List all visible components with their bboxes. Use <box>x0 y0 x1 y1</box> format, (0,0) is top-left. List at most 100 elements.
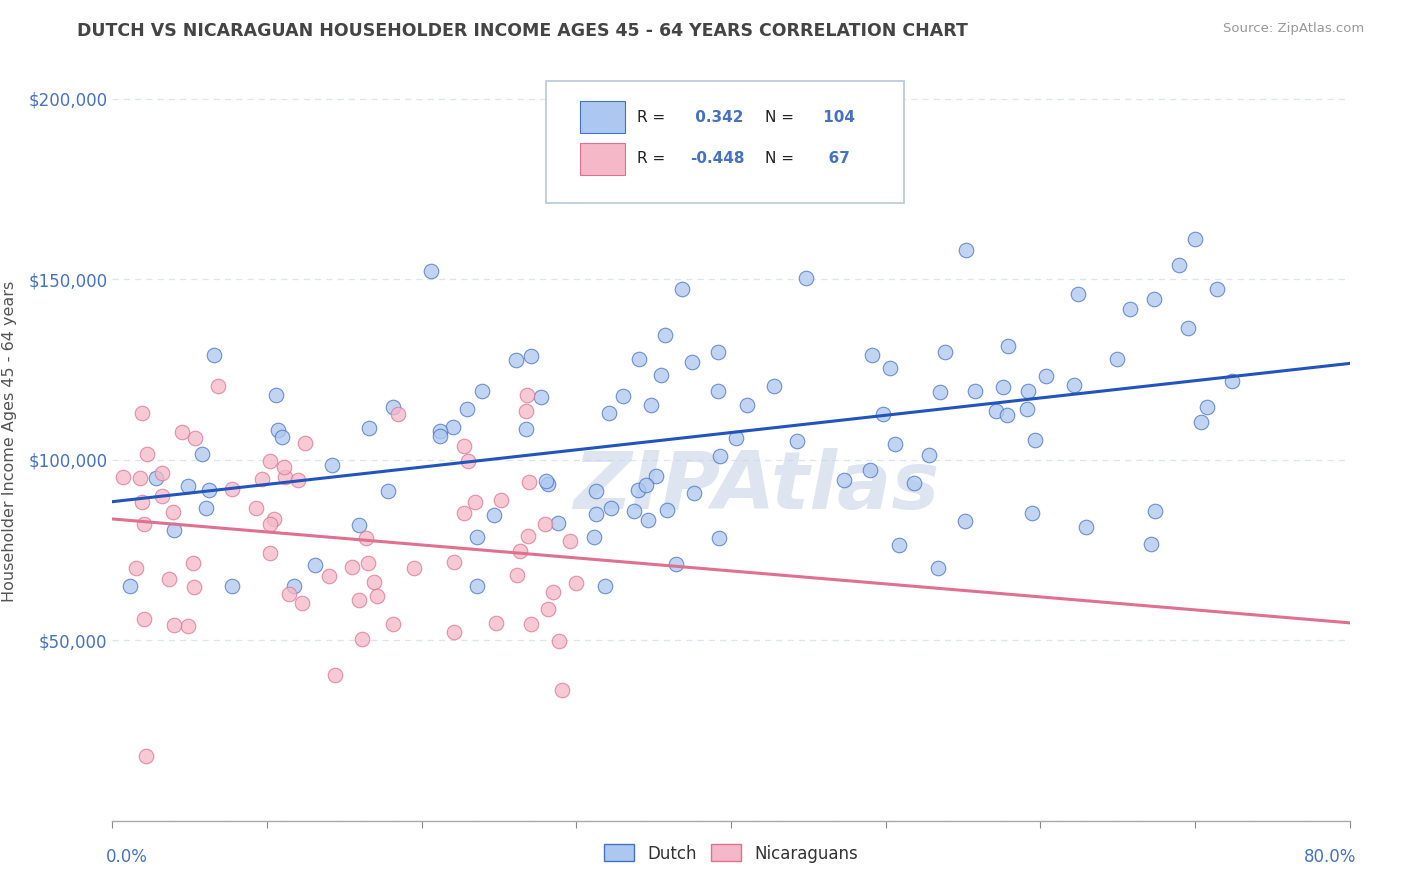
Text: 0.0%: 0.0% <box>107 848 148 866</box>
Point <box>984 404 1007 418</box>
Point <box>443 624 465 639</box>
Point <box>191 447 214 461</box>
Point <box>551 683 574 698</box>
Point <box>177 618 200 632</box>
Point <box>794 271 817 285</box>
Point <box>534 475 557 489</box>
Point <box>382 401 405 415</box>
Point <box>623 504 645 518</box>
Point <box>509 543 531 558</box>
Point <box>637 513 659 527</box>
Point <box>273 460 295 475</box>
Point <box>465 579 488 593</box>
Point <box>724 431 747 445</box>
Point <box>929 385 952 400</box>
Point <box>541 585 564 599</box>
Point <box>965 384 987 398</box>
Point <box>681 355 703 369</box>
Point <box>599 500 621 515</box>
Point <box>671 281 693 295</box>
Point <box>516 387 538 401</box>
Point <box>534 516 557 531</box>
Point <box>1067 286 1090 301</box>
Point <box>665 558 688 572</box>
Point <box>321 458 343 473</box>
Point <box>291 596 314 610</box>
Point <box>145 470 167 484</box>
Point <box>198 483 221 497</box>
Point <box>184 431 207 445</box>
Point <box>1184 232 1206 246</box>
Point <box>170 425 193 439</box>
Point <box>131 406 153 420</box>
Point <box>278 587 301 601</box>
Point <box>903 475 925 490</box>
Point <box>519 616 541 631</box>
Point <box>318 569 340 583</box>
Point <box>1017 402 1039 417</box>
Point <box>859 463 882 477</box>
Point <box>832 474 855 488</box>
Text: R =: R = <box>637 152 671 166</box>
Point <box>263 511 285 525</box>
Point <box>955 243 977 257</box>
Point <box>786 434 808 449</box>
Point <box>682 485 704 500</box>
Point <box>735 398 758 412</box>
Point <box>515 404 537 418</box>
Point <box>357 421 380 435</box>
Point <box>1074 520 1097 534</box>
Point <box>997 339 1019 353</box>
Point <box>352 632 374 646</box>
Point <box>1105 352 1128 367</box>
Point <box>585 508 607 522</box>
Point <box>517 529 540 543</box>
Point <box>177 479 200 493</box>
Point <box>763 379 786 393</box>
Point <box>456 402 478 417</box>
Text: -0.448: -0.448 <box>690 152 745 166</box>
Point <box>259 516 281 531</box>
Point <box>221 483 243 497</box>
Point <box>537 476 560 491</box>
Point <box>883 437 905 451</box>
Point <box>517 475 540 490</box>
Point <box>264 388 287 402</box>
Point <box>706 345 728 359</box>
Point <box>457 454 479 468</box>
Point <box>271 430 294 444</box>
Point <box>598 406 620 420</box>
Point <box>259 454 281 468</box>
Point <box>565 575 588 590</box>
Text: 67: 67 <box>818 152 849 166</box>
Text: 80.0%: 80.0% <box>1303 848 1355 866</box>
Point <box>583 530 606 544</box>
Point <box>709 449 731 463</box>
Point <box>202 348 225 362</box>
Point <box>489 493 512 508</box>
Point <box>934 345 956 359</box>
Point <box>464 495 486 509</box>
Point <box>131 495 153 509</box>
Point <box>441 420 464 434</box>
Point <box>1220 374 1243 388</box>
FancyBboxPatch shape <box>581 143 624 175</box>
Point <box>323 668 346 682</box>
Point <box>593 579 616 593</box>
Point <box>918 448 941 462</box>
Point <box>129 470 152 484</box>
Text: 104: 104 <box>818 110 855 125</box>
Point <box>547 634 569 648</box>
FancyBboxPatch shape <box>581 101 624 133</box>
Point <box>707 384 730 398</box>
Point <box>530 390 553 404</box>
Point <box>1118 302 1140 317</box>
Point <box>612 389 634 403</box>
Text: R =: R = <box>637 110 671 125</box>
Point <box>162 505 184 519</box>
Point <box>429 424 451 438</box>
Point <box>627 483 650 497</box>
Point <box>537 602 560 616</box>
Point <box>650 368 672 382</box>
Point <box>429 429 451 443</box>
